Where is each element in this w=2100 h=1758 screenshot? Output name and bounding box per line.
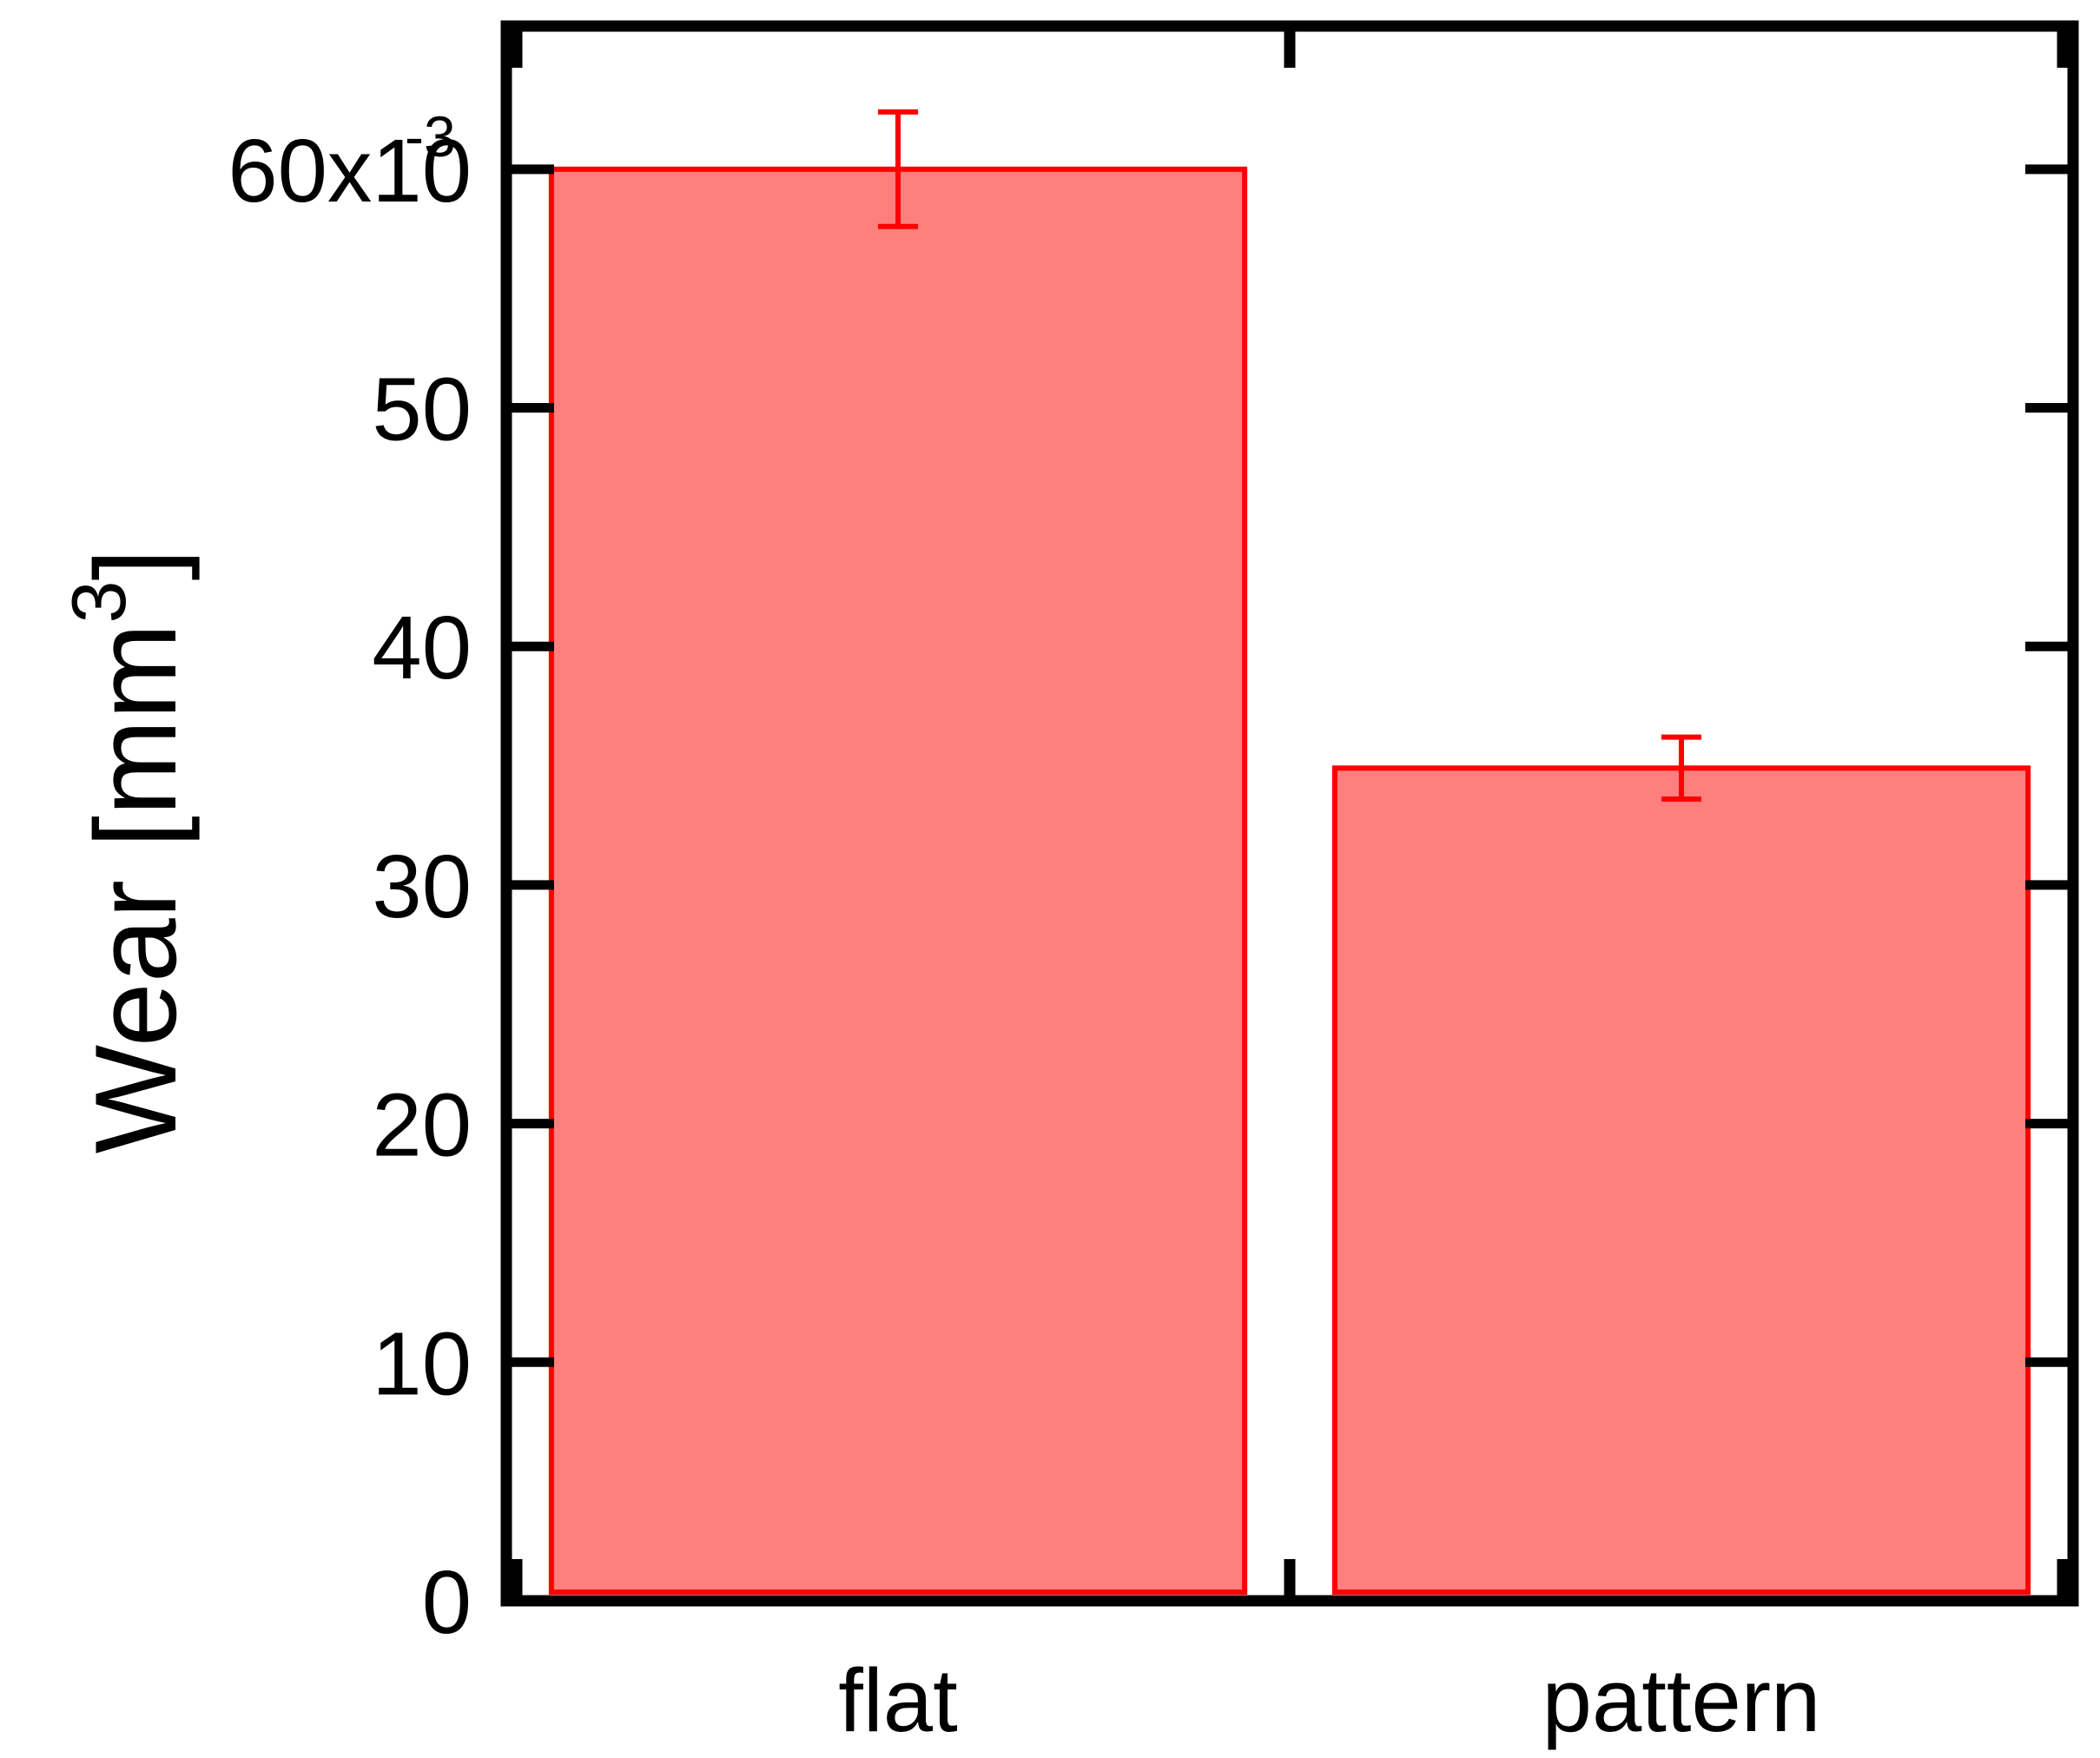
y-tick-label-6: 60x10 bbox=[228, 121, 472, 221]
y-axis-title-close: ] bbox=[72, 549, 201, 581]
y-tick-label-1: 10 bbox=[372, 1313, 472, 1413]
y-tick-label-3: 30 bbox=[372, 836, 472, 936]
y-tick-exponent: -3 bbox=[405, 104, 456, 169]
bar-pattern bbox=[1331, 765, 2031, 1595]
y-axis-title-text: Wear [mm3] bbox=[56, 549, 201, 1154]
y-tick-labels: 0 10 20 30 40 50 60x10-3 bbox=[228, 104, 472, 1652]
y-axis-title-superscript: 3 bbox=[56, 581, 142, 624]
error-bars-layer bbox=[878, 109, 1701, 803]
bars-layer bbox=[548, 166, 2031, 1595]
y-tick-label-4: 40 bbox=[372, 598, 472, 697]
x-tick-label-flat: flat bbox=[838, 1650, 957, 1750]
y-axis-title-group: Wear [mm3] bbox=[56, 549, 201, 1154]
y-axis-title-main: Wear [mm bbox=[72, 624, 201, 1154]
y-tick-label-5: 50 bbox=[372, 360, 472, 459]
ticks-layer bbox=[506, 26, 2073, 1606]
x-tick-label-pattern: pattern bbox=[1542, 1650, 1821, 1750]
x-tick-labels: flat pattern bbox=[838, 1650, 1820, 1750]
y-tick-label-2: 20 bbox=[372, 1075, 472, 1175]
y-axis-title: Wear [mm3] bbox=[56, 549, 201, 1154]
bar-flat bbox=[548, 166, 1248, 1595]
y-tick-label-0: 0 bbox=[422, 1552, 472, 1652]
